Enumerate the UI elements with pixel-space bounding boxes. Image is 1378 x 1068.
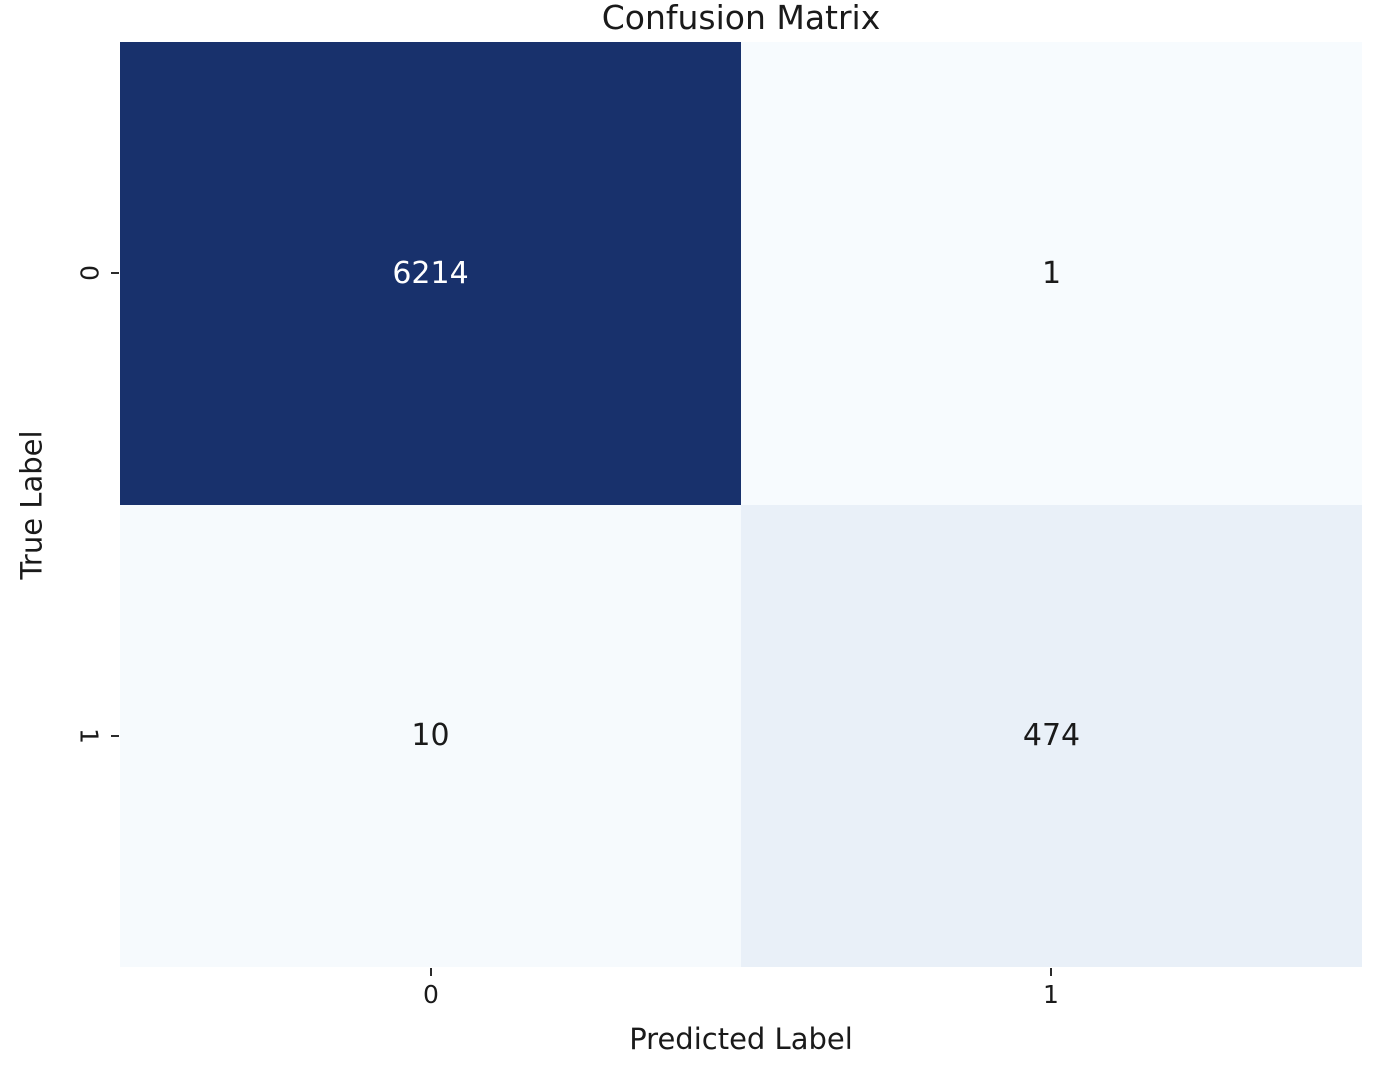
- cell-true1-pred0: 10: [120, 504, 741, 967]
- cell-value-true1-pred0: 10: [411, 718, 450, 754]
- heatmap-plot: 6214 1 10 474: [120, 42, 1362, 967]
- x-tick-label-0: 0: [423, 980, 439, 1009]
- chart-title: Confusion Matrix: [601, 0, 881, 37]
- y-tick-mark-0: [111, 272, 119, 274]
- y-tick-label-1: 1: [74, 728, 104, 744]
- cell-value-true0-pred0: 6214: [392, 255, 469, 291]
- cell-true1-pred1: 474: [741, 504, 1362, 967]
- y-tick-mark-1: [111, 735, 119, 737]
- cell-value-true0-pred1: 1: [1041, 255, 1062, 291]
- cell-value-true1-pred1: 474: [1022, 718, 1081, 754]
- x-axis-label: Predicted Label: [629, 1022, 853, 1056]
- x-tick-mark-1: [1050, 968, 1052, 976]
- y-tick-label-0: 0: [74, 265, 104, 281]
- x-tick-mark-0: [430, 968, 432, 976]
- x-tick-label-1: 1: [1043, 980, 1059, 1009]
- y-axis-label: True Label: [10, 42, 54, 967]
- cell-true0-pred1: 1: [741, 42, 1362, 505]
- cell-true0-pred0: 6214: [120, 42, 741, 505]
- y-axis-label-text: True Label: [15, 429, 49, 580]
